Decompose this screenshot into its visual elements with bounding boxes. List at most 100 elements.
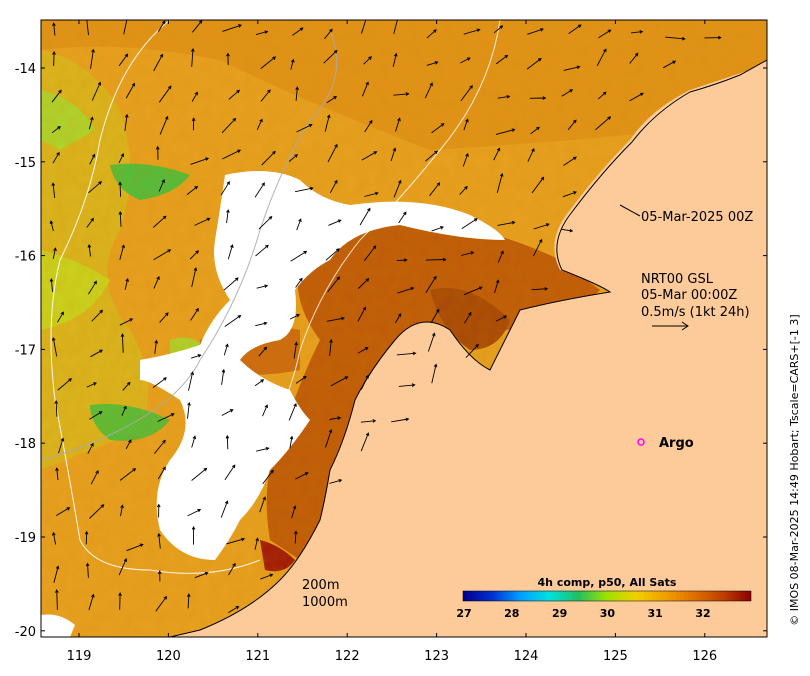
current-arrow — [430, 308, 440, 324]
argo-float-marker[interactable] — [637, 438, 645, 446]
current-arrow — [527, 147, 535, 162]
current-arrow — [431, 363, 438, 384]
current-arrow — [124, 277, 129, 290]
current-arrow — [89, 153, 96, 165]
current-arrow — [224, 464, 236, 481]
current-arrow — [598, 29, 612, 39]
current-arrow — [431, 226, 444, 232]
current-arrow — [255, 321, 268, 327]
plot-frame — [40, 19, 768, 638]
current-arrow — [226, 209, 230, 224]
current-arrow — [329, 338, 333, 356]
current-arrow — [704, 35, 722, 40]
current-arrow — [329, 416, 342, 420]
current-arrow — [186, 185, 199, 195]
current-arrow — [495, 128, 516, 135]
current-arrow — [155, 595, 168, 612]
current-arrow — [88, 116, 94, 130]
lon-tick-label: 124 — [514, 649, 539, 664]
current-arrow — [462, 152, 469, 167]
current-arrow — [53, 565, 60, 583]
lon-tick-label: 126 — [692, 649, 717, 664]
current-arrow — [122, 381, 131, 391]
current-arrow — [289, 435, 294, 449]
current-arrow — [295, 86, 299, 101]
current-arrow — [55, 507, 71, 516]
current-arrow — [87, 243, 92, 257]
current-arrow — [262, 404, 268, 417]
current-vectors — [49, 20, 722, 613]
current-arrow — [262, 469, 274, 485]
current-arrow — [225, 434, 230, 450]
current-arrow — [393, 92, 410, 96]
current-arrow — [254, 537, 259, 550]
lon-tick-label: 122 — [335, 649, 360, 664]
current-arrow — [395, 313, 402, 324]
current-arrow — [223, 343, 229, 356]
land — [170, 60, 767, 637]
current-arrow — [259, 496, 266, 513]
current-arrow — [629, 52, 639, 64]
current-arrow — [152, 377, 167, 388]
current-arrow — [595, 116, 612, 131]
current-arrow — [296, 124, 313, 133]
current-arrow — [561, 89, 574, 97]
current-arrow — [187, 401, 191, 419]
current-arrow — [52, 247, 57, 259]
current-arrow — [465, 343, 479, 358]
current-arrow — [631, 30, 644, 34]
current-arrow — [290, 250, 308, 262]
current-arrow — [497, 220, 516, 226]
current-arrow — [52, 50, 56, 66]
current-arrow — [88, 181, 103, 194]
current-arrow — [120, 333, 125, 353]
current-arrow — [91, 309, 104, 322]
current-arrow — [361, 151, 378, 161]
current-arrow — [494, 279, 500, 294]
current-arrow — [124, 113, 129, 131]
lat-tick-label: -18 — [15, 437, 36, 452]
current-arrow — [426, 61, 439, 66]
current-arrow — [194, 571, 209, 579]
current-arrow — [357, 347, 369, 354]
current-arrow — [295, 186, 314, 193]
credit-text: © IMOS 08-Mar-2025 14:49 Hobart; Tscale=… — [788, 314, 801, 625]
current-arrow — [327, 276, 340, 293]
lon-tick-label: 120 — [156, 649, 181, 664]
current-arrow — [460, 57, 471, 64]
current-arrow — [398, 383, 416, 387]
current-arrow — [289, 314, 301, 320]
contour-1000m-legend: 1000m — [302, 595, 348, 610]
current-arrow — [226, 537, 246, 545]
current-arrow — [424, 82, 433, 99]
current-arrow — [57, 378, 73, 391]
current-arrow — [118, 592, 122, 610]
current-arrow — [460, 84, 473, 102]
current-arrow — [153, 275, 160, 289]
current-arrow — [254, 379, 265, 387]
current-arrow — [118, 153, 124, 164]
current-arrow — [126, 543, 144, 552]
current-arrow — [228, 606, 240, 613]
colorbar-tick-label: 30 — [600, 607, 616, 620]
current-arrow — [228, 89, 241, 100]
current-arrow — [52, 151, 60, 164]
current-arrow — [159, 312, 169, 323]
current-arrow — [157, 413, 175, 422]
current-arrow — [191, 47, 195, 67]
current-arrow — [226, 52, 230, 66]
current-model-title: NRT00 GSL — [641, 272, 714, 287]
current-arrow — [155, 145, 160, 160]
current-arrow — [395, 117, 401, 132]
current-arrow — [118, 558, 128, 576]
current-arrow — [119, 468, 137, 481]
current-arrow — [526, 58, 542, 70]
current-arrow — [363, 245, 377, 262]
current-arrow — [194, 217, 211, 226]
current-arrow — [191, 467, 208, 481]
current-arrow — [260, 573, 274, 580]
current-arrow — [118, 210, 123, 227]
current-arrow — [568, 24, 582, 34]
current-arrow — [531, 176, 545, 194]
current-arrow — [561, 228, 574, 233]
